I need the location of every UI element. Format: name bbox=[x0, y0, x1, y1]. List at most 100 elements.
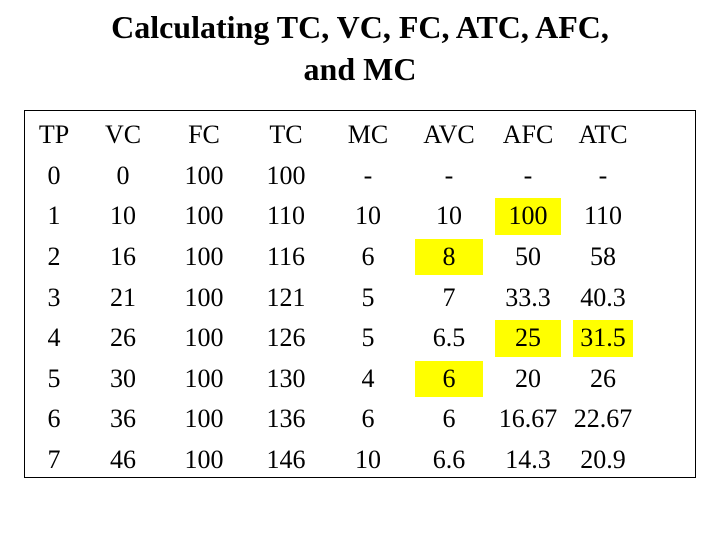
table-cell-vc: 26 bbox=[83, 318, 163, 359]
cell-value: 100 bbox=[184, 160, 224, 190]
table-cell-vc: 21 bbox=[83, 277, 163, 318]
cell-value: 100 bbox=[184, 323, 224, 353]
table-cell-avc-highlighted: 8 bbox=[409, 237, 489, 278]
cell-value: 6 bbox=[47, 404, 61, 434]
cell-value: 100 bbox=[184, 201, 224, 231]
cell-value: 3 bbox=[47, 282, 61, 312]
column-header-label: MC bbox=[347, 120, 389, 150]
table-cell-tc: 116 bbox=[245, 237, 327, 278]
table-cell-fc: 100 bbox=[163, 318, 245, 359]
cell-value: 8 bbox=[442, 242, 456, 272]
table-cell-mc: 5 bbox=[327, 277, 409, 318]
cell-value: 136 bbox=[266, 404, 306, 434]
cell-value: 50 bbox=[515, 242, 541, 272]
table-cell-afc: 14.3 bbox=[489, 440, 567, 481]
table-cell-atc: 58 bbox=[567, 237, 639, 278]
column-header-label: AVC bbox=[423, 120, 475, 150]
cell-value: 4 bbox=[361, 363, 375, 393]
cell-value: 1 bbox=[47, 201, 61, 231]
cell-value: 6.6 bbox=[432, 445, 466, 475]
cell-value: 126 bbox=[266, 323, 306, 353]
column-header-mc: MC bbox=[327, 115, 409, 156]
cell-value: 110 bbox=[266, 201, 306, 231]
column-header-afc: AFC bbox=[489, 115, 567, 156]
column-header-label: ATC bbox=[578, 120, 628, 150]
cell-value: 30 bbox=[110, 363, 136, 393]
table-cell-vc: 46 bbox=[83, 440, 163, 481]
table-cell-avc: 6.5 bbox=[409, 318, 489, 359]
column-header-label: FC bbox=[188, 120, 220, 150]
table-cell-tc: 121 bbox=[245, 277, 327, 318]
cell-value: 33.3 bbox=[505, 282, 551, 312]
table-cell-atc: - bbox=[567, 156, 639, 197]
cell-value: 110 bbox=[583, 201, 623, 231]
title-line-2: and MC bbox=[303, 51, 417, 87]
table-cell-avc: 6.6 bbox=[409, 440, 489, 481]
cell-value: 26 bbox=[110, 323, 136, 353]
cell-value: 20 bbox=[515, 363, 541, 393]
cell-value: 20.9 bbox=[580, 445, 626, 475]
table-cell-fc: 100 bbox=[163, 237, 245, 278]
table-cell-vc: 10 bbox=[83, 196, 163, 237]
table-cell-mc: 5 bbox=[327, 318, 409, 359]
cell-value: 10 bbox=[355, 201, 381, 231]
table-cell-fc: 100 bbox=[163, 359, 245, 400]
table-cell-mc: - bbox=[327, 156, 409, 197]
cell-value: 100 bbox=[184, 445, 224, 475]
cost-table: TP VC FC TC MC AVC AFC ATC 0 0 100 100- - - -1 10 100 110… bbox=[24, 110, 696, 478]
table-cell-vc: 30 bbox=[83, 359, 163, 400]
cell-value: 25 bbox=[515, 323, 541, 353]
cell-value: 58 bbox=[590, 242, 616, 272]
table-cell-avc: - bbox=[409, 156, 489, 197]
cell-value: 4 bbox=[47, 323, 61, 353]
table-cell-tc: 130 bbox=[245, 359, 327, 400]
cell-value: - bbox=[363, 160, 373, 190]
table-cell-tc: 146 bbox=[245, 440, 327, 481]
table-cell-afc: 20 bbox=[489, 359, 567, 400]
table-cell-mc: 6 bbox=[327, 399, 409, 440]
table-cell-fc: 100 bbox=[163, 440, 245, 481]
table-cell-tp: 0 bbox=[25, 156, 83, 197]
table-cell-tp: 6 bbox=[25, 399, 83, 440]
table-cell-tp: 7 bbox=[25, 440, 83, 481]
cell-value: 2 bbox=[47, 242, 61, 272]
cell-value: - bbox=[598, 160, 608, 190]
cell-value: 0 bbox=[116, 160, 130, 190]
cell-value: 121 bbox=[266, 282, 306, 312]
cell-value: 100 bbox=[266, 160, 306, 190]
cell-value: 116 bbox=[266, 242, 306, 272]
column-header-tc: TC bbox=[245, 115, 327, 156]
table-cell-tc: 110 bbox=[245, 196, 327, 237]
cell-value: 26 bbox=[590, 363, 616, 393]
cost-table-grid: TP VC FC TC MC AVC AFC ATC 0 0 100 100- - - -1 10 100 110… bbox=[25, 115, 695, 480]
table-cell-tp: 1 bbox=[25, 196, 83, 237]
table-cell-tp: 5 bbox=[25, 359, 83, 400]
cell-value: 0 bbox=[47, 160, 61, 190]
cell-value: 5 bbox=[361, 282, 375, 312]
cell-value: 10 bbox=[110, 201, 136, 231]
cell-value: 146 bbox=[266, 445, 306, 475]
cell-value: 6 bbox=[442, 363, 456, 393]
table-cell-avc: 10 bbox=[409, 196, 489, 237]
cell-value: 100 bbox=[184, 242, 224, 272]
cell-value: 100 bbox=[184, 363, 224, 393]
table-cell-atc: 40.3 bbox=[567, 277, 639, 318]
table-cell-atc-highlighted: 31.5 bbox=[567, 318, 639, 359]
column-header-fc: FC bbox=[163, 115, 245, 156]
table-cell-tp: 4 bbox=[25, 318, 83, 359]
table-cell-afc: - bbox=[489, 156, 567, 197]
cell-value: 10 bbox=[436, 201, 462, 231]
table-cell-afc: 33.3 bbox=[489, 277, 567, 318]
table-cell-afc: 50 bbox=[489, 237, 567, 278]
cell-value: 5 bbox=[47, 363, 61, 393]
cell-value: 40.3 bbox=[580, 282, 626, 312]
cell-value: 6 bbox=[442, 404, 456, 434]
table-cell-tc: 100 bbox=[245, 156, 327, 197]
cell-value: 31.5 bbox=[580, 323, 626, 353]
table-cell-atc: 110 bbox=[567, 196, 639, 237]
table-cell-vc: 36 bbox=[83, 399, 163, 440]
cell-value: 6 bbox=[361, 242, 375, 272]
column-header-avc: AVC bbox=[409, 115, 489, 156]
cell-value: 6 bbox=[361, 404, 375, 434]
cell-value: 10 bbox=[355, 445, 381, 475]
